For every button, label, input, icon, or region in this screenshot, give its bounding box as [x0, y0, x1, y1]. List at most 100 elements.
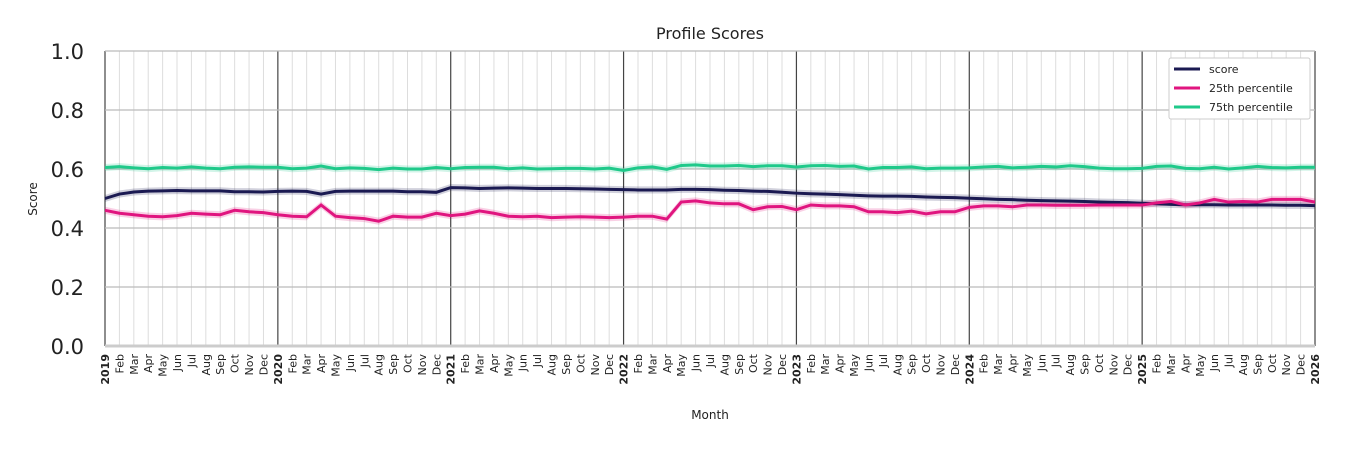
month-tick-label: Jun: [862, 354, 875, 372]
month-tick-label: Jun: [171, 354, 184, 372]
y-tick-label: 1.0: [51, 40, 84, 64]
month-tick-label: May: [157, 354, 170, 377]
month-tick-label: Apr: [661, 354, 674, 374]
month-tick-label: May: [502, 354, 515, 377]
y-tick-label: 0.2: [51, 276, 84, 300]
month-tick-label: Feb: [286, 354, 299, 373]
month-tick-label: Jun: [1208, 354, 1221, 372]
month-tick-label: Nov: [416, 354, 429, 376]
month-tick-label: Mar: [819, 354, 832, 375]
month-tick-label: Apr: [488, 354, 501, 374]
month-tick-label: Apr: [834, 354, 847, 374]
month-tick-label: May: [1194, 354, 1207, 377]
month-tick-label: Aug: [1064, 354, 1077, 375]
month-tick-label: Nov: [934, 354, 947, 376]
month-tick-label: Mar: [474, 354, 487, 375]
chart-title: Profile Scores: [656, 24, 764, 43]
month-tick-label: Oct: [747, 353, 760, 373]
year-tick-label: 2026: [1309, 354, 1322, 385]
month-tick-label: Jul: [185, 354, 198, 368]
month-tick-label: Oct: [1266, 353, 1279, 373]
month-tick-label: Oct: [574, 353, 587, 373]
year-tick-label: 2019: [99, 354, 112, 385]
year-tick-label: 2021: [445, 354, 458, 385]
month-tick-label: Dec: [1122, 354, 1135, 375]
month-tick-label: Apr: [1007, 354, 1020, 374]
month-tick-label: Jul: [358, 354, 371, 368]
month-tick-label: Oct: [229, 353, 242, 373]
month-tick-label: Sep: [1079, 354, 1092, 375]
month-tick-label: Jul: [1223, 354, 1236, 368]
month-tick-label: Oct: [1093, 353, 1106, 373]
confidence-band: [105, 161, 1315, 175]
month-tick-label: Feb: [978, 354, 991, 373]
month-tick-label: Aug: [718, 354, 731, 375]
year-tick-label: 2020: [272, 354, 285, 385]
month-tick-label: Feb: [459, 354, 472, 373]
month-tick-label: Dec: [257, 354, 270, 375]
month-tick-label: Sep: [214, 354, 227, 375]
month-tick-label: Sep: [387, 354, 400, 375]
month-tick-label: Sep: [1251, 354, 1264, 375]
month-tick-label: May: [329, 354, 342, 377]
year-tick-label: 2025: [1136, 354, 1149, 385]
month-tick-label: Oct: [402, 353, 415, 373]
y-axis-label: Score: [26, 182, 40, 216]
month-tick-label: Mar: [301, 354, 314, 375]
month-tick-label: Nov: [589, 354, 602, 376]
month-tick-label: Jun: [690, 354, 703, 372]
month-tick-label: Jul: [531, 354, 544, 368]
legend-label: 75th percentile: [1209, 101, 1293, 114]
y-tick-label: 0.0: [51, 335, 84, 359]
month-tick-label: Feb: [805, 354, 818, 373]
month-tick-label: Mar: [128, 354, 141, 375]
month-tick-label: May: [675, 354, 688, 377]
month-tick-label: Dec: [949, 354, 962, 375]
month-tick-label: May: [1021, 354, 1034, 377]
month-tick-label: Mar: [1165, 354, 1178, 375]
month-tick-label: Feb: [1151, 354, 1164, 373]
month-tick-label: Jul: [1050, 354, 1063, 368]
month-tick-label: Aug: [1237, 354, 1250, 375]
year-tick-label: 2024: [963, 354, 976, 385]
month-tick-label: Nov: [243, 354, 256, 376]
series-line: [104, 197, 1316, 223]
month-tick-label: Aug: [891, 354, 904, 375]
month-tick-label: Jul: [704, 354, 717, 368]
month-tick-label: Jul: [877, 354, 890, 368]
month-tick-label: Sep: [906, 354, 919, 375]
month-tick-label: Jun: [1035, 354, 1048, 372]
month-tick-label: Apr: [1179, 354, 1192, 374]
month-tick-label: Dec: [776, 354, 789, 375]
month-tick-label: May: [848, 354, 861, 377]
series-line: [104, 163, 1315, 172]
y-tick-label: 0.4: [51, 217, 84, 241]
legend-label: 25th percentile: [1209, 82, 1293, 95]
month-tick-label: Sep: [560, 354, 573, 375]
month-tick-label: Dec: [430, 354, 443, 375]
month-tick-label: Feb: [632, 354, 645, 373]
month-tick-label: Apr: [142, 354, 155, 374]
month-tick-label: Nov: [1280, 354, 1293, 376]
month-tick-label: Dec: [1295, 354, 1308, 375]
month-tick-label: Oct: [920, 353, 933, 373]
legend-label: score: [1209, 63, 1239, 76]
x-axis-label: Month: [691, 408, 729, 422]
month-tick-label: Mar: [646, 354, 659, 375]
y-tick-label: 0.8: [51, 99, 84, 123]
month-tick-label: Sep: [733, 354, 746, 375]
month-tick-label: Dec: [603, 354, 616, 375]
year-tick-label: 2023: [790, 354, 803, 385]
legend: score 25th percentile 75th percentile: [1168, 57, 1311, 120]
month-tick-label: Aug: [373, 354, 386, 375]
month-tick-label: Aug: [200, 354, 213, 375]
month-tick-label: Nov: [762, 354, 775, 376]
month-tick-label: Apr: [315, 354, 328, 374]
month-tick-label: Jun: [344, 354, 357, 372]
month-tick-label: Nov: [1107, 354, 1120, 376]
y-tick-label: 0.6: [51, 158, 84, 182]
month-tick-label: Aug: [546, 354, 559, 375]
month-tick-label: Mar: [992, 354, 1005, 375]
series-line: [104, 186, 1316, 208]
